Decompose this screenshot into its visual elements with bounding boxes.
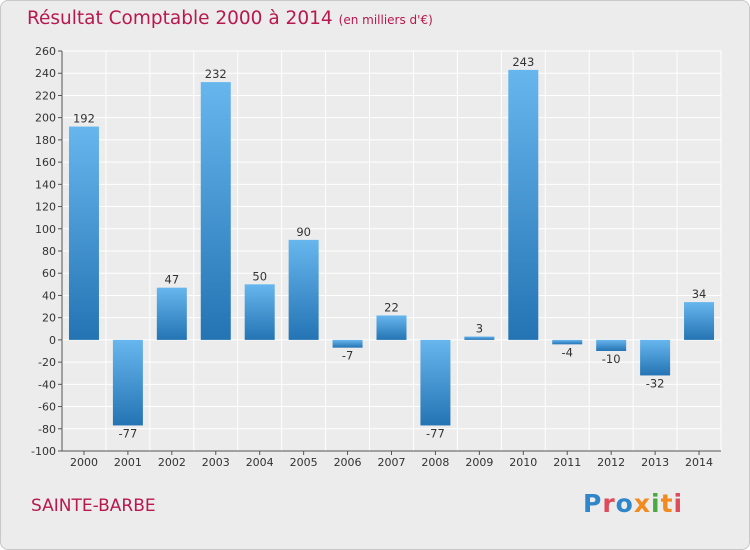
y-tick-label: 80 [42, 245, 56, 258]
y-tick-label: -100 [31, 445, 56, 458]
bar-2007 [376, 315, 407, 340]
x-tick-label: 2010 [509, 456, 537, 469]
bar-2012 [596, 339, 627, 351]
data-label-2000: 192 [73, 112, 95, 126]
x-tick-label: 2009 [465, 456, 493, 469]
x-tick-label: 2004 [246, 456, 274, 469]
x-tick-label: 2014 [685, 456, 713, 469]
bar-2008 [420, 339, 451, 426]
y-tick-label: 180 [35, 134, 56, 147]
bar-2005 [288, 239, 319, 340]
x-tick-label: 2000 [70, 456, 98, 469]
logo-letter: x [633, 489, 651, 518]
data-label-2009: 3 [476, 322, 483, 336]
bar-2014 [684, 302, 715, 340]
x-tick-label: 2011 [553, 456, 581, 469]
y-tick-label: 140 [35, 178, 56, 191]
bar-2002 [156, 287, 187, 340]
data-label-2004: 50 [252, 269, 267, 283]
logo-letter: r [602, 489, 616, 518]
data-label-2010: 243 [512, 55, 534, 69]
axes: -100 -80 -60 -40 -20 0 20 40 60 80 100 120 140 160 180… [31, 45, 721, 458]
bars [68, 69, 715, 426]
y-tick-label: 20 [42, 312, 56, 325]
bar-2000 [68, 126, 99, 340]
data-label-2014: 34 [692, 287, 707, 301]
y-tick-label: 240 [35, 67, 56, 80]
x-tick-label: 2006 [334, 456, 362, 469]
commune-name: SAINTE-BARBE [31, 496, 156, 516]
bar-2010 [508, 69, 539, 340]
bar-2004 [244, 284, 275, 340]
data-label-2011: -4 [561, 345, 572, 359]
y-tick-label: -80 [38, 423, 56, 436]
y-tick-label: 40 [42, 289, 56, 302]
data-label-2006: -7 [342, 349, 353, 363]
x-tick-label: 2005 [290, 456, 318, 469]
logo-letter: o [615, 489, 634, 518]
bar-2006 [332, 339, 363, 348]
data-label-2003: 232 [205, 67, 227, 81]
y-tick-label: 220 [35, 89, 56, 102]
data-label-2013: -32 [646, 376, 665, 390]
x-tick-label: 2008 [421, 456, 449, 469]
chart-title: Résultat Comptable 2000 à 2014 (en millie… [27, 8, 433, 29]
labels: 2000 192 2001 -77 2002 47 2003 232 2004 50 2005 90 2… [70, 55, 713, 469]
x-tick-label: 2007 [378, 456, 406, 469]
chart-title-text: Résultat Comptable 2000 à 2014 [27, 8, 333, 29]
y-tick-label: -60 [38, 401, 56, 414]
bar-2001 [112, 339, 143, 426]
x-tick-label: 2003 [202, 456, 230, 469]
logo-letter: i [651, 489, 661, 518]
x-tick-label: 2013 [641, 456, 669, 469]
data-label-2007: 22 [384, 300, 399, 314]
x-tick-label: 2002 [158, 456, 186, 469]
data-label-2001: -77 [119, 426, 138, 440]
proxiti-logo: Proxiti [583, 489, 683, 518]
y-tick-label: 100 [35, 223, 56, 236]
y-tick-label: -40 [38, 378, 56, 391]
grid-lines [61, 50, 722, 452]
y-tick-label: 200 [35, 112, 56, 125]
data-label-2012: -10 [602, 352, 621, 366]
y-tick-label: 0 [49, 334, 56, 347]
data-label-2008: -77 [426, 426, 445, 440]
data-label-2002: 47 [165, 273, 180, 287]
logo-letter: P [583, 489, 603, 518]
bar-2013 [640, 339, 671, 376]
y-tick-label: 160 [35, 156, 56, 169]
data-label-2005: 90 [296, 225, 311, 239]
logo-letter: i [673, 489, 684, 518]
y-tick-label: 60 [42, 267, 56, 280]
logo-letter: t [660, 489, 674, 518]
y-tick-label: 120 [35, 201, 56, 214]
chart-subtitle: (en milliers d'€) [338, 13, 433, 27]
x-tick-label: 2001 [114, 456, 142, 469]
bar-2011 [552, 339, 583, 345]
y-tick-label: 260 [35, 45, 56, 58]
y-tick-label: -20 [38, 356, 56, 369]
bar-2009 [464, 336, 495, 340]
bar-2003 [200, 82, 231, 340]
x-tick-label: 2012 [597, 456, 625, 469]
